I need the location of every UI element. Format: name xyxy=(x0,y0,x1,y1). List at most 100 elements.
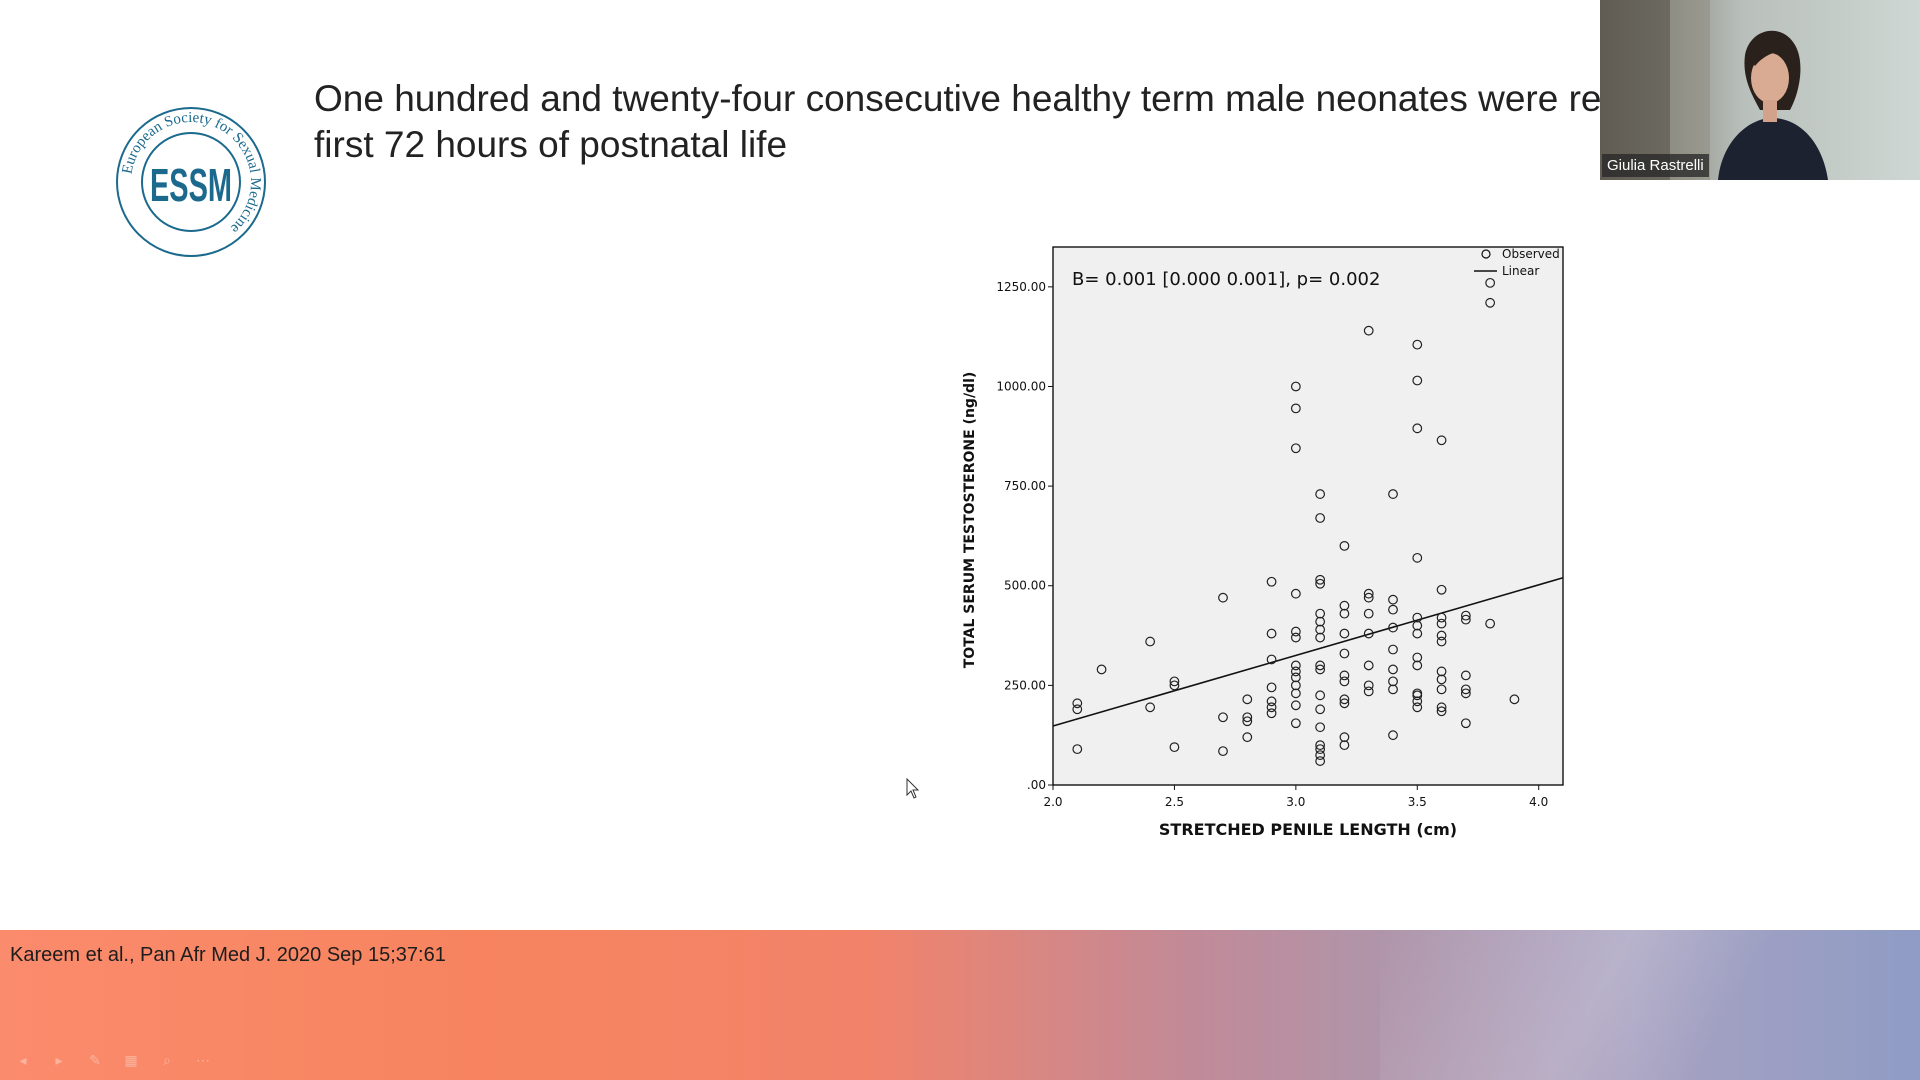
data-point-52 xyxy=(1315,489,1326,499)
data-point-29 xyxy=(1290,660,1301,671)
zoom-icon[interactable]: ⌕ xyxy=(163,1052,171,1068)
data-point-2 xyxy=(1072,698,1083,709)
data-point-0 xyxy=(1072,744,1083,755)
data-point-47 xyxy=(1315,616,1326,627)
data-point-87 xyxy=(1412,628,1423,639)
data-point-43 xyxy=(1315,664,1326,675)
data-point-40 xyxy=(1315,722,1326,733)
data-point-74 xyxy=(1388,676,1398,687)
data-point-99 xyxy=(1436,636,1447,647)
data-point-90 xyxy=(1412,552,1423,563)
data-point-94 xyxy=(1436,706,1447,717)
data-point-24 xyxy=(1290,700,1301,711)
data-point-12 xyxy=(1242,732,1253,743)
x-axis-label: STRETCHED PENILE LENGTH (cm) xyxy=(1159,820,1457,839)
data-point-106 xyxy=(1460,688,1471,699)
data-point-60 xyxy=(1339,628,1350,639)
slide-title: One hundred and twenty-four consecutive … xyxy=(314,76,1614,168)
data-point-89 xyxy=(1412,612,1423,623)
data-point-28 xyxy=(1290,666,1301,677)
plot-area xyxy=(1052,246,1564,786)
data-point-48 xyxy=(1315,608,1326,619)
data-point-82 xyxy=(1412,696,1423,707)
data-point-109 xyxy=(1460,614,1471,625)
data-point-15 xyxy=(1242,694,1253,705)
data-points xyxy=(1072,277,1520,766)
data-point-77 xyxy=(1388,622,1398,633)
data-point-30 xyxy=(1290,632,1301,643)
data-point-92 xyxy=(1412,375,1423,386)
x-tick-label-1: 2.5 xyxy=(1165,795,1184,809)
slide-toolbar: ◂ ▸ ✎ ▦ ⌕ ⋯ xyxy=(12,1051,214,1069)
data-point-102 xyxy=(1436,612,1447,623)
data-point-44 xyxy=(1315,660,1326,671)
data-point-58 xyxy=(1339,670,1350,681)
grid-icon[interactable]: ▦ xyxy=(124,1052,138,1068)
legend: Observed Linear xyxy=(1474,247,1560,278)
data-point-91 xyxy=(1412,423,1423,434)
data-point-57 xyxy=(1339,676,1350,687)
legend-observed-label: Observed xyxy=(1502,247,1560,261)
data-point-96 xyxy=(1436,684,1447,695)
data-point-73 xyxy=(1388,684,1398,695)
y-axis-ticks: .00 250.00 500.00 750.00 1000.00 1250.00 xyxy=(996,280,1053,792)
x-tick-label-4: 4.0 xyxy=(1529,795,1548,809)
x-tick-label-2: 3.0 xyxy=(1286,795,1305,809)
footer-sheen xyxy=(1380,930,1860,1080)
data-point-65 xyxy=(1363,680,1374,691)
x-axis-ticks: 2.0 2.5 3.0 3.5 4.0 xyxy=(1043,785,1548,809)
y-tick-label-2: 500.00 xyxy=(1004,579,1046,593)
scatter-chart: 2.0 2.5 3.0 3.5 4.0 .00 250.00 500.00 750.00 100… xyxy=(962,246,1564,839)
data-point-27 xyxy=(1290,672,1301,683)
data-point-20 xyxy=(1266,654,1277,665)
data-point-69 xyxy=(1363,592,1374,603)
logo-letters: ESSM xyxy=(150,159,232,211)
data-point-114 xyxy=(1509,694,1520,705)
slide-footer: Kareem et al., Pan Afr Med J. 2020 Sep 1… xyxy=(0,930,1920,1080)
fit-line xyxy=(1052,577,1564,727)
data-point-53 xyxy=(1339,740,1350,751)
data-point-105 xyxy=(1460,718,1471,729)
data-point-84 xyxy=(1412,688,1423,699)
data-point-79 xyxy=(1388,594,1398,605)
data-point-49 xyxy=(1315,578,1326,589)
data-point-33 xyxy=(1290,443,1301,454)
data-point-85 xyxy=(1412,660,1423,671)
prev-icon[interactable]: ◂ xyxy=(19,1052,27,1068)
data-point-46 xyxy=(1315,624,1326,635)
data-point-21 xyxy=(1266,628,1277,639)
essm-logo: European Society for Sexual Medicine ESS… xyxy=(116,107,266,257)
legend-observed-marker xyxy=(1481,249,1491,259)
data-point-68 xyxy=(1363,608,1374,619)
data-point-64 xyxy=(1363,686,1374,697)
pen-icon[interactable]: ✎ xyxy=(89,1052,101,1068)
data-point-93 xyxy=(1412,339,1423,350)
data-point-17 xyxy=(1266,702,1277,713)
participant-video-tile[interactable]: Giulia Rastrelli xyxy=(1600,0,1920,180)
data-point-35 xyxy=(1290,381,1301,392)
data-point-107 xyxy=(1460,684,1471,695)
data-point-11 xyxy=(1218,592,1228,603)
data-point-72 xyxy=(1388,730,1398,741)
data-point-8 xyxy=(1169,676,1180,687)
data-point-16 xyxy=(1266,708,1277,719)
data-point-42 xyxy=(1315,690,1326,701)
data-point-54 xyxy=(1339,732,1350,743)
data-point-56 xyxy=(1339,694,1350,705)
data-point-41 xyxy=(1315,704,1326,715)
data-point-26 xyxy=(1290,680,1301,691)
data-point-7 xyxy=(1169,680,1180,691)
data-point-76 xyxy=(1388,644,1398,655)
data-point-1 xyxy=(1072,704,1083,715)
data-point-39 xyxy=(1315,740,1326,751)
chart-annotation: B= 0.001 [0.000 0.001], p= 0.002 xyxy=(1072,269,1380,290)
data-point-113 xyxy=(1485,277,1496,288)
y-tick-label-3: 750.00 xyxy=(1004,479,1046,493)
y-tick-label-5: 1250.00 xyxy=(996,280,1046,294)
data-point-51 xyxy=(1315,513,1326,523)
data-point-25 xyxy=(1290,688,1301,699)
data-point-98 xyxy=(1436,666,1447,677)
data-point-100 xyxy=(1436,630,1447,641)
next-icon[interactable]: ▸ xyxy=(55,1052,63,1068)
more-icon[interactable]: ⋯ xyxy=(196,1052,210,1068)
